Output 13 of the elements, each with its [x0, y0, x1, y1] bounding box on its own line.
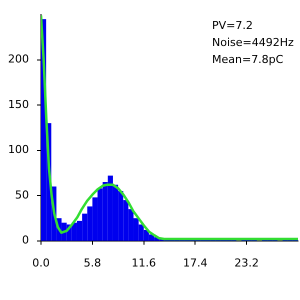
y-tick-label: 150 — [8, 98, 29, 111]
y-tick-label: 200 — [8, 52, 29, 66]
x-tick-label: 23.2 — [234, 256, 259, 270]
x-tick-label: 11.6 — [132, 256, 156, 270]
annotation: Noise=4492Hz — [212, 36, 294, 49]
x-tick-label: 17.4 — [182, 256, 208, 270]
y-tick-label: 50 — [14, 188, 29, 202]
y-tick-label: 0 — [22, 234, 29, 247]
annotation: Mean=7.8pC — [212, 52, 284, 66]
annotation: PV=7.2 — [212, 18, 253, 32]
x-tick-label: 5.8 — [84, 256, 102, 270]
y-tick-label: 100 — [8, 143, 29, 156]
x-tick-label: 0.0 — [32, 256, 50, 270]
